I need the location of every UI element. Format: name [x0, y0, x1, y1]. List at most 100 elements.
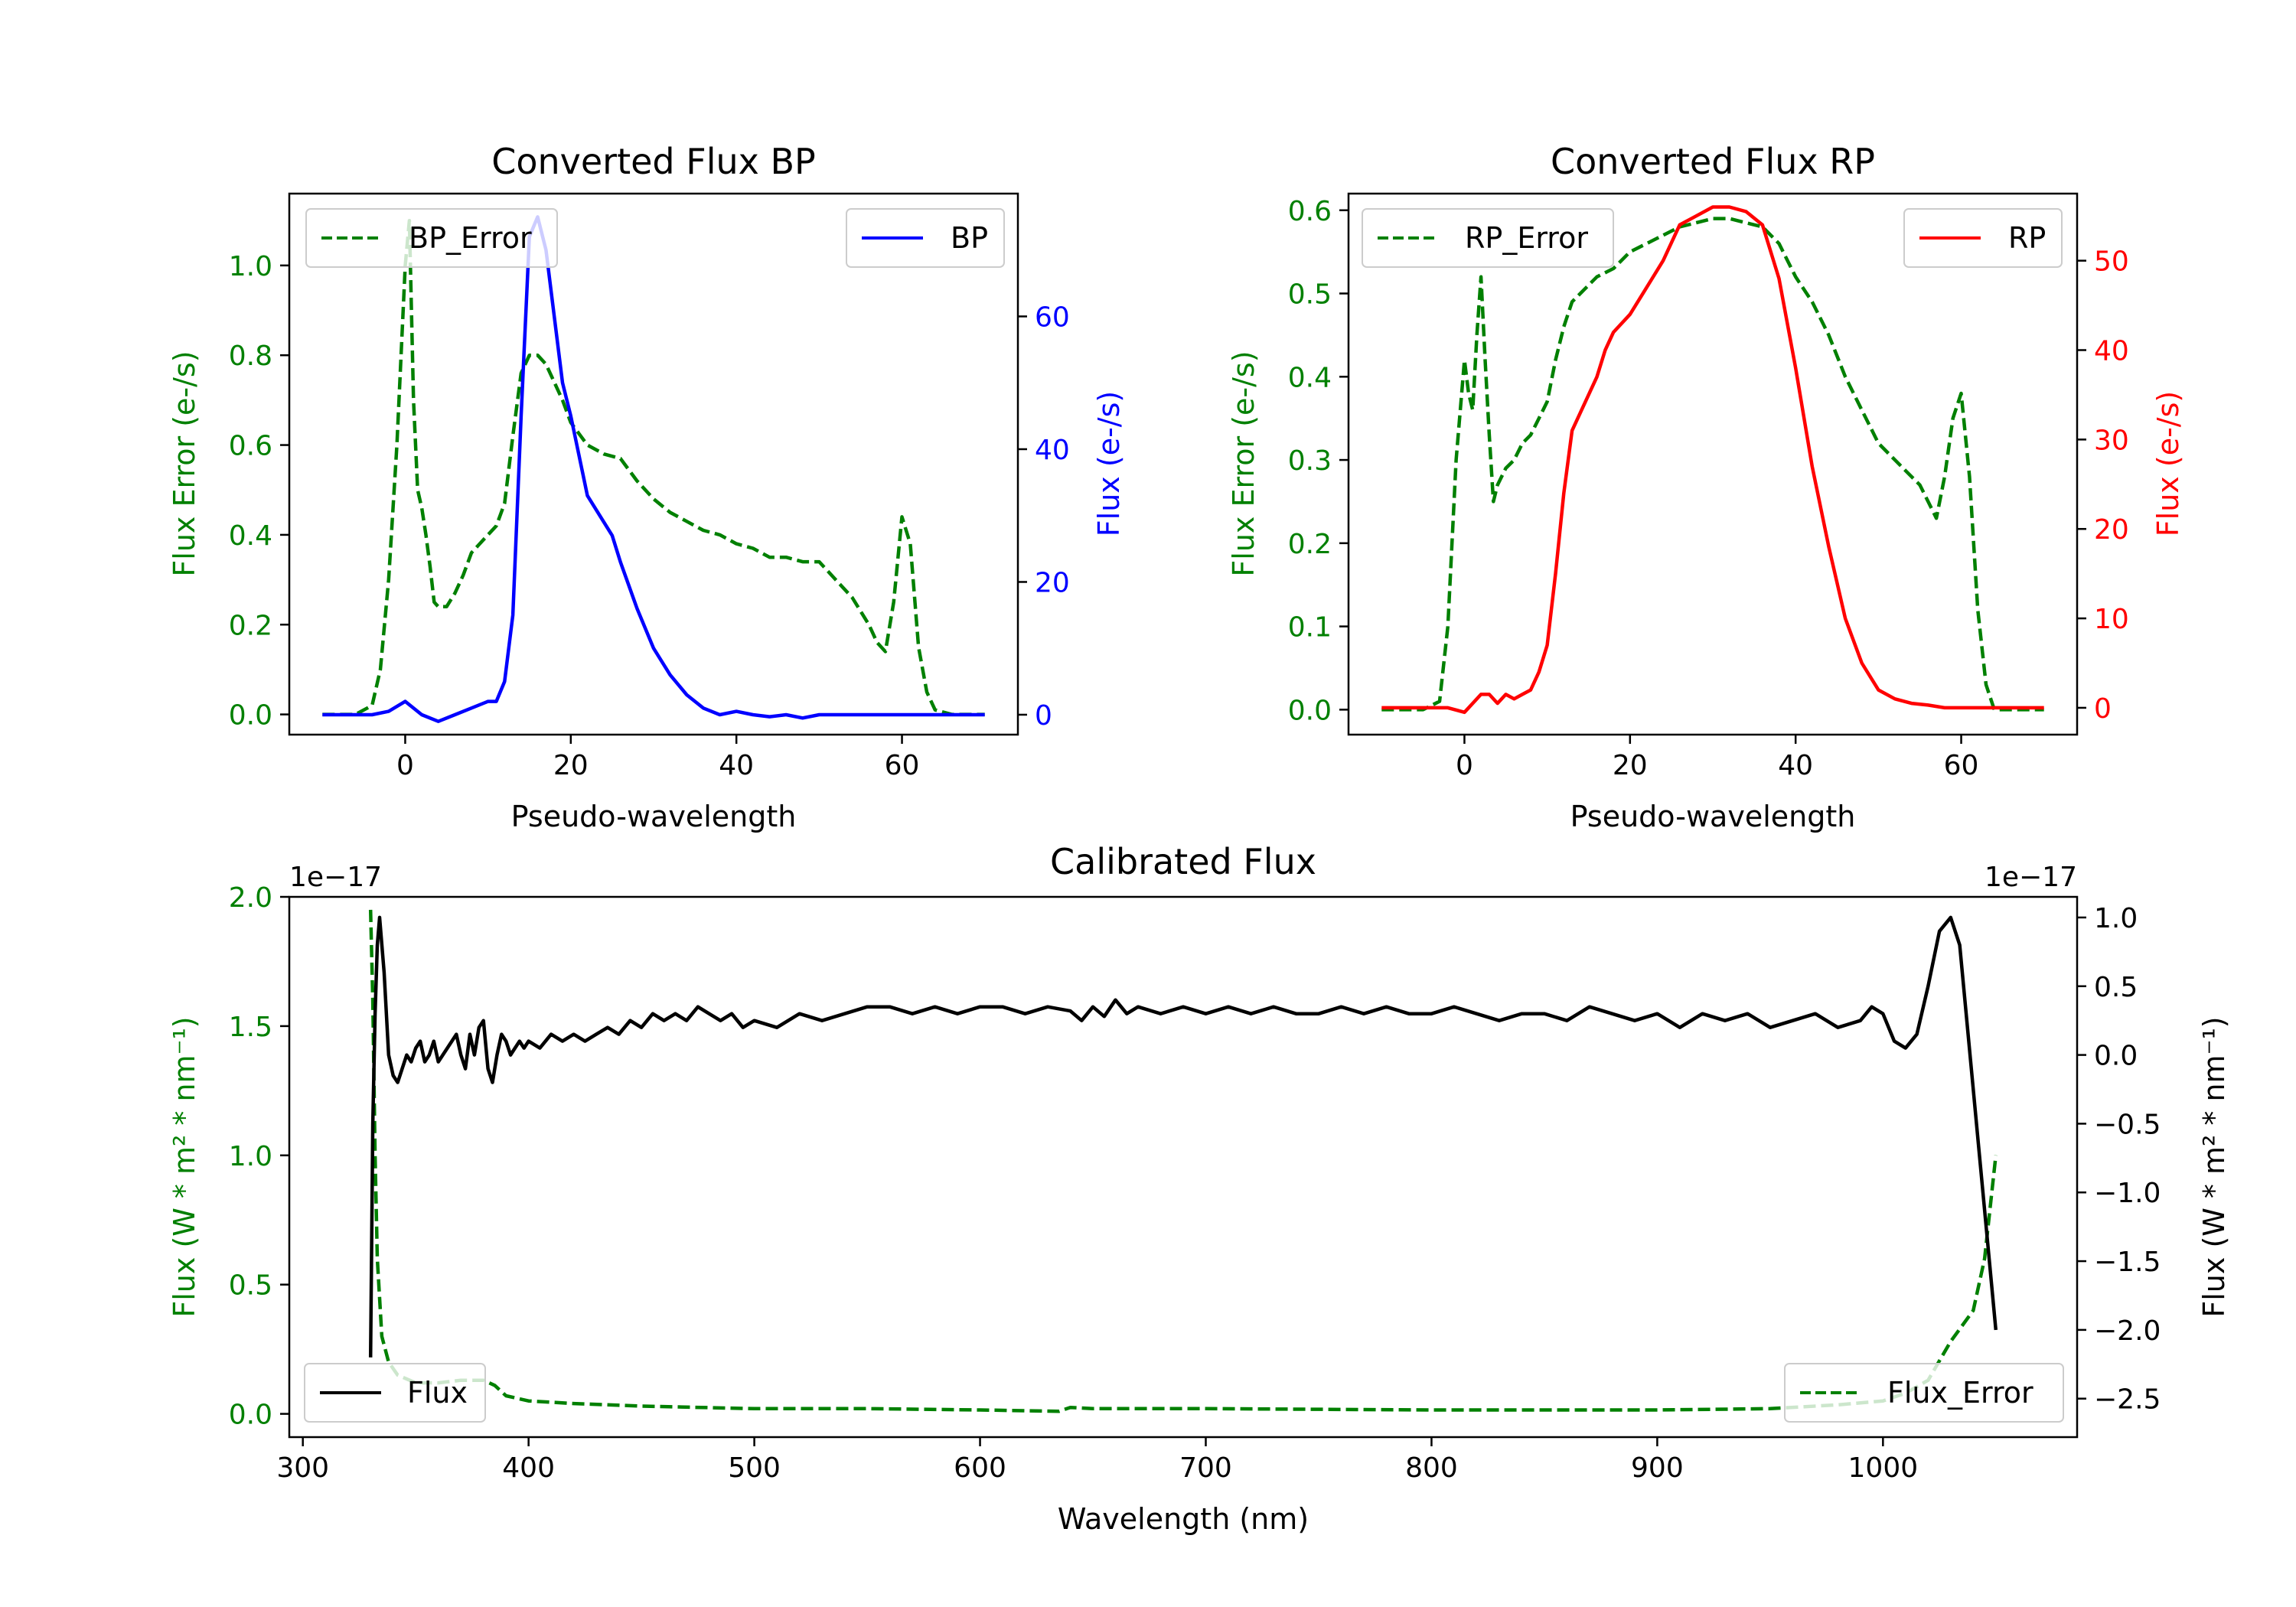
x-tick-label: 300 — [276, 1452, 329, 1484]
calibrated-left-offset-label: 1e−17 — [289, 862, 382, 893]
rp-legend-flux: RP — [1903, 208, 2063, 268]
y-left-tick-label: 2.0 — [229, 882, 272, 914]
y-right-tick-label: −1.5 — [2094, 1247, 2161, 1278]
series-line-rp — [1381, 205, 2044, 715]
series-line-flux — [368, 915, 1998, 1358]
calibrated-x-axis-ticks: 300 400 500 600 700 800 900 1000 — [276, 1437, 1918, 1484]
legend-box — [1362, 208, 1614, 268]
y-left-tick-label: 0.1 — [1288, 612, 1332, 644]
y-left-tick-label: 0.0 — [229, 700, 272, 732]
bp-error-series — [322, 218, 985, 716]
x-tick-label: 20 — [1613, 750, 1648, 781]
x-tick-label: 400 — [502, 1452, 555, 1484]
y-left-tick-label: 0.2 — [1288, 529, 1332, 560]
calibrated-chart-title: Calibrated Flux — [1050, 841, 1316, 882]
bp-left-axis-label: Flux Error (e-/s) — [168, 350, 201, 576]
y-left-tick-label: 0.3 — [1288, 445, 1332, 477]
rp-chart: Converted Flux RP 0 20 40 60 0.00.10.20.30.… — [1227, 141, 2185, 833]
rp-x-axis-ticks: 0 20 40 60 — [1456, 735, 1978, 781]
y-right-tick-label: 60 — [1035, 302, 1070, 333]
x-tick-label: 40 — [719, 750, 754, 781]
bp-right-axis-ticks: 0 20 40 60 — [1018, 302, 1070, 732]
x-tick-label: 600 — [954, 1452, 1006, 1484]
y-right-tick-label: 20 — [1035, 567, 1070, 598]
calibrated-flux-series — [368, 915, 1998, 1358]
bp-right-axis-label: Flux (e-/s) — [1092, 391, 1126, 536]
y-right-tick-label: 0 — [1035, 700, 1052, 732]
y-left-tick-label: 0.0 — [1288, 695, 1332, 726]
bp-legend-flux-label: BP — [951, 221, 988, 255]
y-left-tick-label: 0.5 — [1288, 279, 1332, 311]
bp-axes-frame — [288, 192, 1019, 736]
bp-chart: Converted Flux BP 0 20 40 60 0.00.20.40.60.… — [168, 141, 1126, 833]
bp-legend-error: BP_Error — [305, 208, 558, 268]
rp-flux-series — [1381, 205, 2044, 715]
bp-plot-area — [288, 192, 1019, 736]
y-left-tick-label: 0.8 — [229, 341, 272, 372]
calibrated-x-axis-label: Wavelength (nm) — [1058, 1502, 1309, 1536]
y-left-tick-label: 0.4 — [1288, 362, 1332, 393]
rp-x-axis-label: Pseudo-wavelength — [1570, 800, 1856, 833]
y-right-tick-label: 40 — [2094, 336, 2129, 367]
y-right-tick-label: 20 — [2094, 514, 2129, 546]
rp-legend-error-label: RP_Error — [1465, 221, 1588, 255]
rp-left-axis-label: Flux Error (e-/s) — [1227, 350, 1261, 576]
legend-box — [1784, 1363, 2064, 1423]
y-left-tick-label: 0.6 — [1288, 196, 1332, 227]
rp-plot-area — [1347, 192, 2079, 736]
calibrated-legend-flux: Flux — [304, 1363, 486, 1423]
y-left-tick-label: 1.0 — [229, 1141, 272, 1172]
series-line-rp-error — [1381, 217, 2044, 712]
calibrated-left-axis-ticks: 0.0 0.5 1.0 1.5 2.0 — [229, 882, 289, 1431]
y-right-tick-label: 1.0 — [2094, 903, 2138, 934]
y-left-tick-label: 1.0 — [229, 251, 272, 282]
bp-chart-title: Converted Flux BP — [491, 141, 816, 182]
y-left-tick-label: 0.4 — [229, 520, 272, 552]
y-right-tick-label: 50 — [2094, 246, 2129, 278]
rp-right-axis-ticks: 0 10 20 30 40 50 — [2077, 246, 2129, 725]
rp-left-axis-ticks: 0.0 0.1 0.2 0.3 0.4 0.5 0.6 — [1288, 196, 1349, 726]
calibrated-axes-frame — [288, 895, 2079, 1439]
rp-legend-error: RP_Error — [1362, 208, 1614, 268]
bp-legend-flux: BP — [846, 208, 1005, 268]
calibrated-right-axis-ticks: −2.5 −2.0 −1.5 −1.0 −0.5 0.0 0.5 1.0 — [2077, 903, 2161, 1416]
y-right-tick-label: −1.0 — [2094, 1178, 2161, 1209]
bp-flux-series — [322, 215, 985, 723]
y-right-tick-label: 40 — [1035, 435, 1070, 466]
bp-x-axis-ticks: 0 20 40 60 — [396, 735, 919, 781]
legend-box — [305, 208, 558, 268]
y-right-tick-label: −0.5 — [2094, 1109, 2161, 1140]
rp-right-axis-label: Flux (e-/s) — [2151, 391, 2185, 536]
series-line-bp-error — [322, 218, 985, 716]
rp-chart-title: Converted Flux RP — [1551, 141, 1875, 182]
x-tick-label: 40 — [1778, 750, 1813, 781]
rp-axes-frame — [1347, 192, 2079, 736]
x-tick-label: 800 — [1405, 1452, 1458, 1484]
x-tick-label: 20 — [553, 750, 589, 781]
bp-left-axis-ticks: 0.0 0.2 0.4 0.6 0.8 1.0 — [229, 251, 289, 732]
x-tick-label: 700 — [1179, 1452, 1232, 1484]
x-tick-label: 1000 — [1848, 1452, 1919, 1484]
calibrated-right-axis-label: Flux (W * m² * nm⁻¹) — [2197, 1016, 2231, 1317]
legend-box — [846, 208, 1005, 268]
rp-legend-flux-label: RP — [2008, 221, 2046, 255]
y-left-tick-label: 0.6 — [229, 431, 272, 462]
calibrated-left-axis-label: Flux (W * m² * nm⁻¹) — [168, 1016, 201, 1317]
y-right-tick-label: 0.0 — [2094, 1041, 2138, 1072]
y-left-tick-label: 0.0 — [229, 1400, 272, 1431]
y-left-tick-label: 0.5 — [229, 1270, 272, 1302]
x-tick-label: 500 — [728, 1452, 781, 1484]
bp-legend-error-label: BP_Error — [409, 221, 532, 255]
y-left-tick-label: 0.2 — [229, 610, 272, 641]
y-right-tick-label: 30 — [2094, 425, 2129, 456]
x-tick-label: 60 — [1944, 750, 1979, 781]
calibrated-legend-flux-label: Flux — [407, 1376, 468, 1410]
y-right-tick-label: 0 — [2094, 693, 2112, 725]
series-line-bp — [322, 215, 985, 723]
calibrated-legend-error-label: Flux_Error — [1887, 1376, 2033, 1410]
x-tick-label: 0 — [1456, 750, 1473, 781]
y-right-tick-label: −2.0 — [2094, 1315, 2161, 1347]
x-tick-label: 60 — [885, 750, 920, 781]
calibrated-chart: Calibrated Flux 300 400 500 600 700 800 900 100… — [168, 841, 2231, 1536]
